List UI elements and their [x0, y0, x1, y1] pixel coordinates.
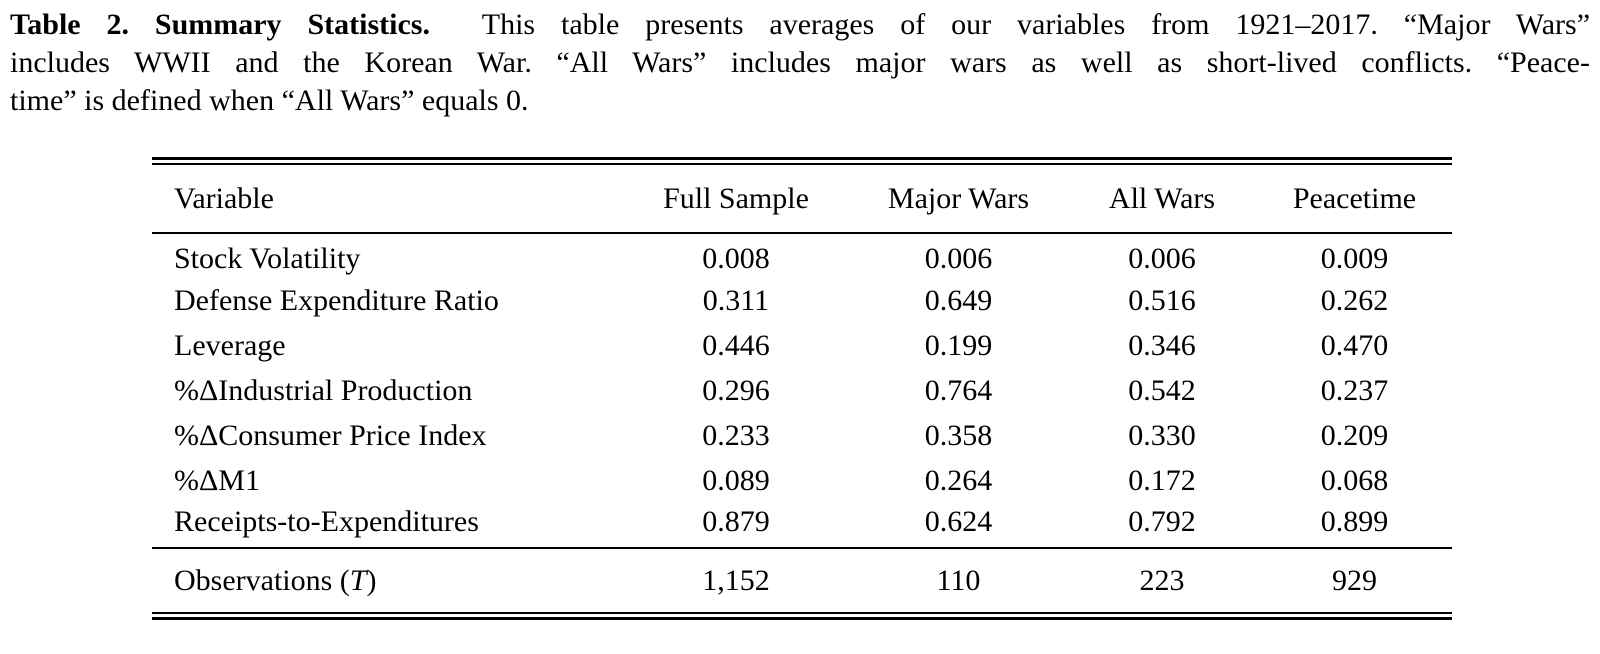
value-cell: 0.233 — [702, 418, 770, 452]
value-cell: 0.764 — [924, 373, 993, 407]
header-cell-peacetime: Peacetime — [1292, 181, 1417, 215]
value-cell: 0.089 — [702, 463, 770, 497]
value-cell: 0.358 — [924, 418, 993, 452]
table-top-double-rule — [152, 157, 1452, 165]
value-cell: 0.068 — [1320, 463, 1389, 497]
table-row: %ΔConsumer Price Index 0.233 0.358 0.330… — [152, 413, 1452, 458]
observations-label: Observations (T) — [174, 563, 377, 597]
value-cell: 0.009 — [1320, 242, 1389, 275]
table-row: Receipts-to-Expenditures 0.879 0.624 0.7… — [152, 503, 1452, 548]
header-row: Variable Full Sample Major Wars All Wars… — [152, 165, 1452, 233]
observations-symbol-T: T — [349, 563, 367, 597]
caption-line-1-text: This table presents averages of our vari… — [481, 8, 1591, 41]
value-cell: 0.006 — [924, 242, 993, 275]
caption-line-1: Table 2. Summary Statistics. This table p… — [10, 6, 1590, 44]
value-cell: 0.346 — [1128, 328, 1196, 362]
table-row: Leverage 0.446 0.199 0.346 0.470 — [152, 323, 1452, 368]
caption-label: Table 2. Summary Statistics. — [10, 8, 430, 41]
value-cell: 0.624 — [924, 505, 993, 538]
value-cell: 110 — [936, 563, 981, 597]
header-cell-all-wars: All Wars — [1108, 181, 1216, 215]
summary-statistics-table: Variable Full Sample Major Wars All Wars… — [152, 157, 1452, 620]
variable-cell: %ΔM1 — [174, 463, 260, 497]
value-cell: 0.262 — [1320, 283, 1389, 317]
value-cell: 929 — [1332, 563, 1377, 597]
value-cell: 0.470 — [1320, 328, 1389, 362]
value-cell: 0.209 — [1320, 418, 1389, 452]
value-cell: 1,152 — [702, 563, 770, 597]
table-row: Stock Volatility 0.008 0.006 0.006 0.009 — [152, 233, 1452, 278]
value-cell: 0.311 — [702, 283, 770, 317]
table-row: Defense Expenditure Ratio 0.311 0.649 0.… — [152, 278, 1452, 323]
value-cell: 0.542 — [1128, 373, 1196, 407]
value-cell: 0.172 — [1128, 463, 1196, 497]
value-cell: 0.879 — [702, 505, 770, 538]
variable-cell: %ΔIndustrial Production — [174, 373, 473, 407]
table-row: %ΔM1 0.089 0.264 0.172 0.068 — [152, 458, 1452, 503]
value-cell: 0.264 — [924, 463, 993, 497]
variable-cell: %ΔConsumer Price Index — [174, 418, 487, 452]
value-cell: 0.792 — [1128, 505, 1196, 538]
header-cell-variable: Variable — [174, 181, 274, 215]
caption-line-2: includes WWII and the Korean War. “All W… — [10, 46, 1590, 79]
variable-cell: Leverage — [174, 328, 286, 362]
variable-cell: Stock Volatility — [174, 242, 361, 275]
table-caption: Table 2. Summary Statistics. This table p… — [10, 6, 1590, 120]
table-bottom-double-rule — [152, 612, 1452, 620]
caption-line-3: time” is defined when “All Wars” equals … — [10, 84, 529, 117]
value-cell: 0.330 — [1128, 418, 1196, 452]
value-cell: 0.899 — [1320, 505, 1389, 538]
observations-row: Observations (T) 1,152 110 223 929 — [152, 548, 1452, 612]
value-cell: 0.516 — [1128, 283, 1196, 317]
value-cell: 0.006 — [1128, 242, 1196, 275]
value-cell: 0.237 — [1320, 373, 1389, 407]
value-cell: 0.199 — [924, 328, 993, 362]
variable-cell: Defense Expenditure Ratio — [174, 283, 499, 317]
value-cell: 0.649 — [924, 283, 993, 317]
header-cell-full-sample: Full Sample — [663, 181, 809, 215]
value-cell: 0.008 — [702, 242, 770, 275]
value-cell: 0.446 — [702, 328, 770, 362]
table-row: %ΔIndustrial Production 0.296 0.764 0.54… — [152, 368, 1452, 413]
value-cell: 0.296 — [702, 373, 770, 407]
variable-cell: Receipts-to-Expenditures — [174, 505, 479, 538]
stats-table: Variable Full Sample Major Wars All Wars… — [152, 165, 1452, 612]
header-cell-major-wars: Major Wars — [887, 181, 1030, 215]
value-cell: 223 — [1139, 563, 1185, 597]
